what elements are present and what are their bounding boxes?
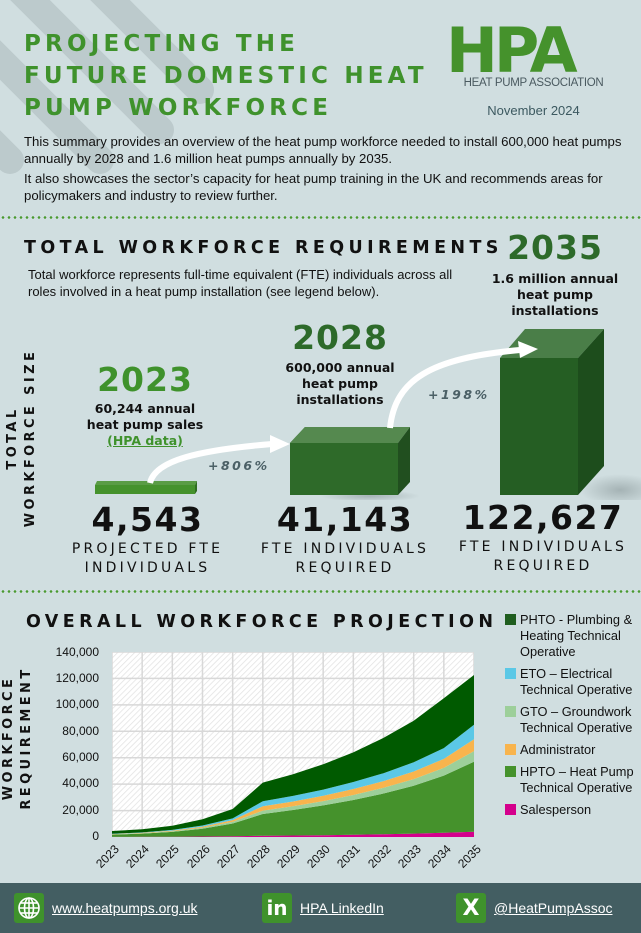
area-series xyxy=(112,831,474,837)
bar-2028 xyxy=(290,427,410,495)
x-tick: 2029 xyxy=(274,842,303,871)
y-tick: 0 xyxy=(92,829,99,843)
page-title: PROJECTING THE FUTURE DOMESTIC HEAT PUMP… xyxy=(24,31,428,121)
linkedin-link[interactable]: in HPA LinkedIn xyxy=(262,893,384,923)
x-logo-icon: X xyxy=(456,893,486,923)
x-tick: 2026 xyxy=(183,842,213,871)
y-tick: 40,000 xyxy=(62,776,99,790)
footer: www.heatpumps.org.uk in HPA LinkedIn X @… xyxy=(0,883,641,933)
x-tick: 2030 xyxy=(304,842,334,871)
legend-label: ETO – Electrical Technical Operative xyxy=(520,666,633,697)
requirements-heading: TOTAL WORKFORCE REQUIREMENTS xyxy=(24,238,503,258)
milestone-caption-2028: 600,000 annual heat pump installations xyxy=(285,360,395,407)
x-tick: 2027 xyxy=(213,842,243,871)
x-tick: 2023 xyxy=(93,842,122,871)
milestone-year-2035: 2035 xyxy=(507,228,603,267)
requirements-description: Total workforce represents full-time equ… xyxy=(28,267,453,299)
milestone-year-2023: 2023 xyxy=(97,360,193,399)
growth-label-2023-2028: +806% xyxy=(208,458,270,473)
bar-2035 xyxy=(500,329,604,495)
legend-swatch xyxy=(505,804,516,815)
y-tick: 100,000 xyxy=(55,697,99,711)
x-tick: 2034 xyxy=(424,842,454,871)
x-tick: 2032 xyxy=(364,842,394,871)
area-series xyxy=(112,675,474,834)
legend-swatch xyxy=(505,668,516,679)
legend-item: ETO – Electrical Technical Operative xyxy=(505,666,640,698)
website-link[interactable]: www.heatpumps.org.uk xyxy=(14,893,198,923)
section-divider xyxy=(0,216,641,219)
legend-label: Administrator xyxy=(520,742,596,757)
y-tick: 60,000 xyxy=(62,750,99,764)
y-tick: 80,000 xyxy=(62,724,99,738)
hpa-data-link[interactable]: (HPA data) xyxy=(107,433,183,448)
legend-item: Salesperson xyxy=(505,802,640,818)
legend-label: GTO – Groundwork Technical Operative xyxy=(520,704,633,735)
intro-paragraph-2: It also showcases the sector’s capacity … xyxy=(24,171,603,203)
publication-date: November 2024 xyxy=(487,103,580,118)
legend-swatch xyxy=(505,744,516,755)
svg-text:HPA: HPA xyxy=(446,18,578,76)
growth-arrow-2028-2035 xyxy=(387,341,538,429)
y-tick: 140,000 xyxy=(55,645,99,659)
legend-label: HPTO – Heat Pump Technical Operative xyxy=(520,764,634,795)
legend-swatch xyxy=(505,614,516,625)
x-tick: 2031 xyxy=(334,842,364,871)
y-tick: 20,000 xyxy=(62,803,99,817)
x-tick: 2033 xyxy=(394,842,424,871)
milestone-year-2028: 2028 xyxy=(292,318,388,357)
fte-value-2035: 122,627 xyxy=(462,498,624,537)
legend-label: PHTO - Plumbing & Heating Technical Oper… xyxy=(520,612,633,659)
x-twitter-link[interactable]: X @HeatPumpAssoc xyxy=(456,893,612,923)
section-divider xyxy=(0,590,641,593)
x-tick: 2028 xyxy=(243,842,273,871)
intro-paragraph-1: This summary provides an overview of the… xyxy=(24,134,622,166)
legend-item: PHTO - Plumbing & Heating Technical Oper… xyxy=(505,612,640,660)
legend-swatch xyxy=(505,766,516,777)
projection-heading: OVERALL WORKFORCE PROJECTION xyxy=(26,612,498,632)
milestone-caption-2023: 60,244 annual heat pump sales (HPA data) xyxy=(70,401,220,449)
hpa-logo: HPA xyxy=(446,18,582,76)
fte-label-2035: FTE INDIVIDUALS REQUIRED xyxy=(458,539,628,574)
x-tick: 2035 xyxy=(455,842,484,871)
growth-label-2028-2035: +198% xyxy=(428,387,490,402)
y-tick: 120,000 xyxy=(55,671,99,685)
fte-label-2023: PROJECTED FTE INDIVIDUALS xyxy=(71,541,224,576)
legend-item: HPTO – Heat Pump Technical Operative xyxy=(505,764,640,796)
growth-arrow-2023-2028 xyxy=(147,435,290,484)
legend-swatch xyxy=(505,706,516,717)
globe-icon xyxy=(14,893,44,923)
linkedin-icon: in xyxy=(262,893,292,923)
area-series xyxy=(112,761,474,837)
fte-value-2028: 41,143 xyxy=(276,500,414,539)
x-tick: 2025 xyxy=(153,842,183,871)
fte-label-2028: FTE INDIVIDUALS REQUIRED xyxy=(260,541,430,576)
legend-item: Administrator xyxy=(505,742,640,758)
legend-item: GTO – Groundwork Technical Operative xyxy=(505,704,640,736)
chart-legend: PHTO - Plumbing & Heating Technical Oper… xyxy=(505,612,640,824)
logo-subtitle: HEAT PUMP ASSOCIATION xyxy=(463,77,604,89)
workforce-bars-graphic xyxy=(95,329,641,500)
stacked-area-chart xyxy=(112,652,474,837)
milestone-caption-2035: 1.6 million annual heat pump installatio… xyxy=(491,271,619,318)
x-tick: 2024 xyxy=(123,842,153,871)
legend-label: Salesperson xyxy=(520,802,592,817)
fte-value-2023: 4,543 xyxy=(91,500,204,539)
bar-2023 xyxy=(95,481,197,494)
